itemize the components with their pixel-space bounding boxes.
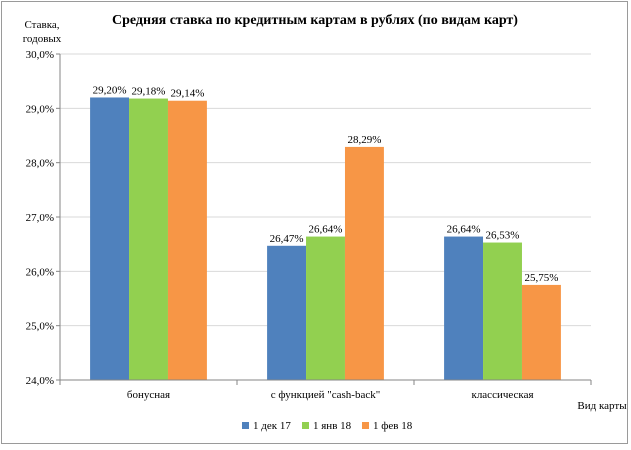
y-tick-label: 30,0% <box>26 49 54 61</box>
bar <box>267 245 307 380</box>
bar <box>444 236 484 380</box>
bar <box>306 236 345 380</box>
category-label: бонусная <box>127 389 170 401</box>
data-labels: 29,20% 29,18% 29,14% 26,47% 26,64% 28,29% 26,6… <box>93 84 559 283</box>
bar <box>90 97 130 380</box>
data-label: 29,14% <box>170 88 204 100</box>
bar <box>129 98 168 380</box>
data-label: 29,18% <box>132 86 166 98</box>
legend-label: 1 фев 18 <box>373 420 413 432</box>
bar <box>483 242 522 380</box>
bar <box>521 284 561 380</box>
y-axis-ticks: 24,0% 25,0% 26,0% 27,0% 28,0% 29,0% 30,0% <box>26 49 60 387</box>
y-tick-label: 25,0% <box>26 321 54 333</box>
bar <box>344 146 384 380</box>
legend-swatch <box>362 422 369 429</box>
data-label: 26,53% <box>486 230 520 242</box>
bar <box>167 100 207 380</box>
category-labels: бонусная с функцией "cash-back" классическ… <box>127 389 534 401</box>
y-tick-label: 29,0% <box>26 103 54 115</box>
y-tick-label: 27,0% <box>26 212 54 224</box>
chart-frame: Средняя ставка по кредитным картам в руб… <box>1 1 628 444</box>
axes <box>59 54 592 385</box>
legend-swatch <box>242 422 249 429</box>
y-tick-label: 24,0% <box>26 375 54 387</box>
category-label: классическая <box>471 389 533 401</box>
legend-swatch <box>302 422 309 429</box>
y-tick-label: 26,0% <box>26 266 54 278</box>
data-label: 25,75% <box>524 272 558 284</box>
y-axis-title-line2: годовых <box>23 33 62 45</box>
legend-label: 1 дек 17 <box>253 420 291 432</box>
y-axis-title-line1: Ставка, <box>24 19 59 31</box>
chart-title: Средняя ставка по кредитным картам в руб… <box>112 13 518 28</box>
data-label: 28,29% <box>347 134 381 146</box>
data-label: 26,47% <box>270 233 304 245</box>
y-tick-label: 28,0% <box>26 158 54 170</box>
data-label: 29,20% <box>93 84 127 96</box>
bar-chart: Средняя ставка по кредитным картам в руб… <box>23 13 628 432</box>
data-label: 26,64% <box>447 224 481 236</box>
legend: 1 дек 17 1 янв 18 1 фев 18 <box>242 420 413 432</box>
category-label: с функцией "cash-back" <box>271 389 380 401</box>
legend-label: 1 янв 18 <box>313 420 352 432</box>
data-label: 26,64% <box>309 224 343 236</box>
x-axis-title: Вид карты <box>577 400 627 412</box>
bars <box>90 97 561 380</box>
